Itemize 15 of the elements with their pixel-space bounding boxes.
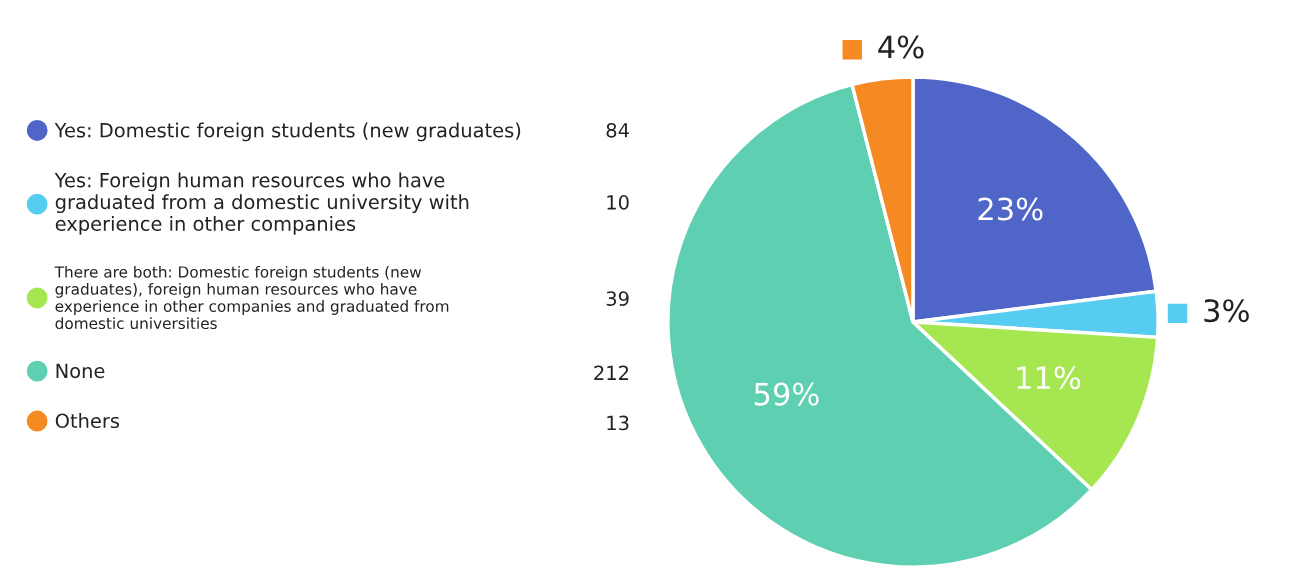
text: 84 (606, 122, 629, 138)
text: 10 (607, 195, 629, 210)
text: 13 (607, 415, 629, 431)
legend-label: None (56, 363, 105, 379)
legend-label: Yes: Foreign human resources who have graduated from a domestic university with experience in other companies (54, 172, 469, 235)
data-label: 59% (754, 382, 819, 406)
data-label: 11% (1017, 366, 1081, 390)
text: 39 (606, 291, 629, 306)
data-label: 23% (978, 197, 1043, 221)
data-label: 3% (1204, 299, 1249, 323)
data-label: 4% (878, 35, 924, 59)
legend-label: Others (55, 413, 120, 429)
legend-label: There are both: Domestic foreign students (new graduates), foreign human resources who have experience in other companies and graduated from domestic universities (54, 265, 449, 330)
legend-label: Yes: Domestic foreign students (new graduates) (54, 122, 521, 142)
text: 212 (594, 365, 629, 380)
